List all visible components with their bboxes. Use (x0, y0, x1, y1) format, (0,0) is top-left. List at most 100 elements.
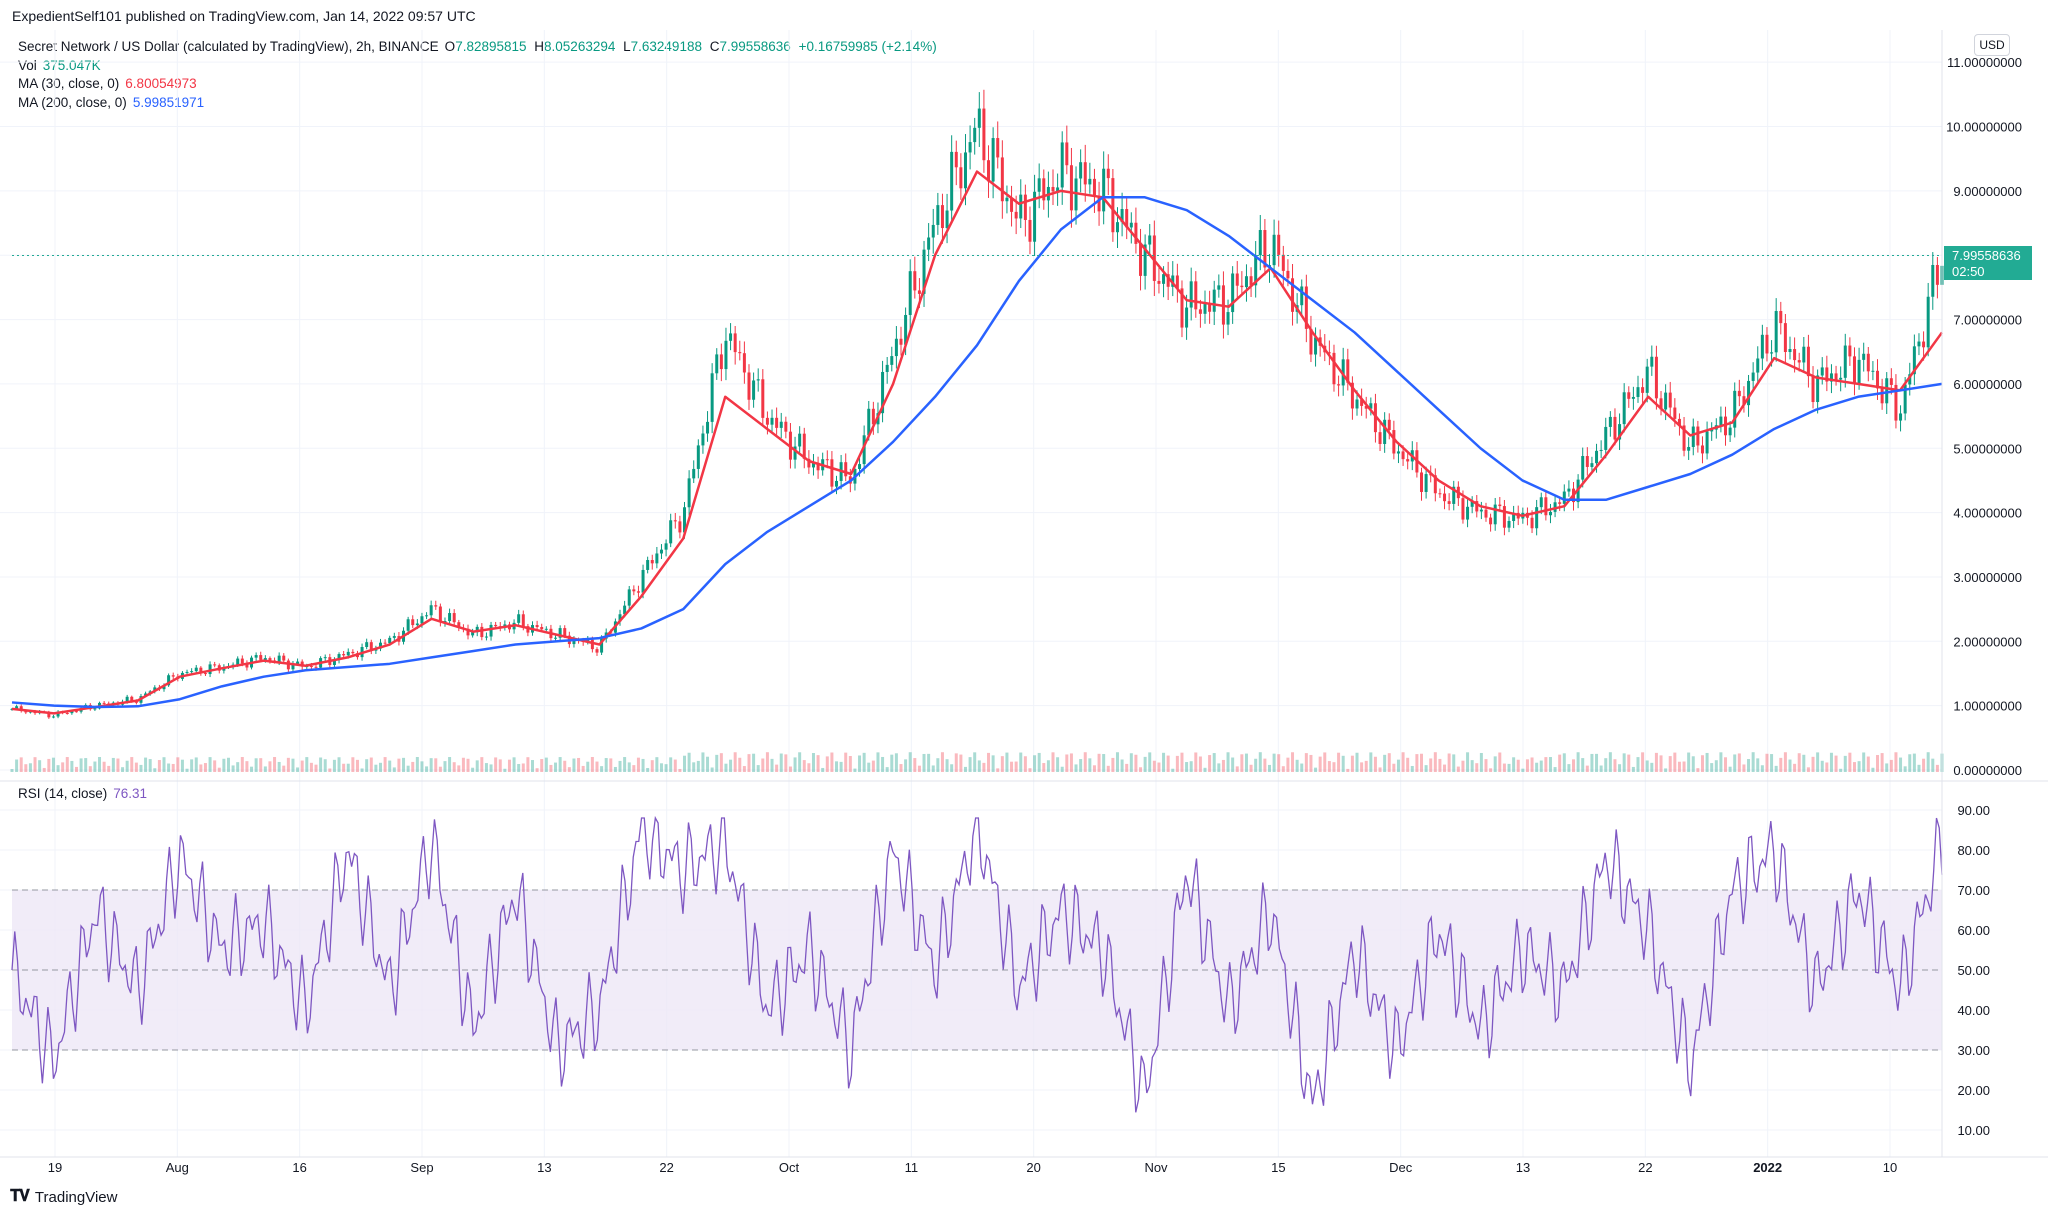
candle-body (51, 716, 55, 718)
volume-bar (632, 765, 636, 772)
candle-body (1281, 254, 1285, 271)
candle-body (715, 354, 719, 374)
price-tick-label: 10.00000000 (1946, 120, 2022, 135)
last-price-badge: 7.99558636 02:50 (1944, 245, 2032, 280)
tradingview-logo[interactable]: 𝐓𝐕 TradingView (10, 1188, 117, 1206)
volume-bar (609, 758, 613, 772)
time-tick-label: 19 (48, 1160, 62, 1175)
volume-bar (180, 759, 184, 772)
volume-bar (793, 757, 797, 772)
rsi-label[interactable]: RSI (14, close) (18, 786, 108, 801)
volume-bar (940, 752, 944, 772)
volume-bar (1687, 752, 1691, 772)
candle-body (802, 433, 806, 459)
candle-body (1613, 416, 1617, 440)
price-tick-label: 1.00000000 (1953, 699, 2022, 714)
candle-body (775, 417, 779, 428)
volume-bar (1295, 759, 1299, 772)
volume-bar (457, 765, 461, 772)
candle-body (263, 658, 267, 660)
volume-bar (1774, 765, 1778, 772)
volume-value: 375.047K (42, 57, 101, 73)
candle-body (535, 625, 539, 628)
volume-bar (397, 758, 401, 772)
candle-body (1604, 426, 1608, 450)
volume-bar (1373, 756, 1377, 772)
volume-label[interactable]: Vol (18, 57, 37, 73)
candle-body (1664, 392, 1668, 410)
volume-bar (862, 752, 866, 772)
candle-body (346, 651, 350, 656)
candle-body (236, 658, 240, 665)
volume-bar (1456, 766, 1460, 772)
currency-badge[interactable]: USD (1974, 34, 2010, 56)
candle-body (673, 520, 677, 522)
volume-bar (931, 765, 935, 772)
volume-bar (683, 755, 687, 772)
candle-body (1608, 416, 1612, 427)
volume-bar (531, 760, 535, 772)
volume-bar (871, 760, 875, 772)
ma30-label[interactable]: MA (30, close, 0) (18, 76, 120, 91)
candle-body (765, 417, 769, 425)
candle-body (1673, 407, 1677, 419)
volume-bar (945, 759, 949, 772)
candle-body (213, 664, 217, 666)
volume-bar (388, 760, 392, 772)
volume-bar (1226, 752, 1230, 772)
candle-body (1392, 430, 1396, 454)
candle-body (466, 628, 470, 636)
symbol-title[interactable]: Secret Network / US Dollar (calculated b… (18, 39, 439, 54)
candle-body (1286, 270, 1290, 279)
candle-body (664, 543, 668, 550)
candle-body (392, 636, 396, 638)
time-tick-label: 11 (905, 1160, 919, 1175)
candle-body (1023, 194, 1027, 220)
volume-bar (415, 757, 419, 772)
candle-body (867, 408, 871, 436)
candle-body (996, 138, 1000, 158)
volume-bar (42, 767, 46, 772)
volume-bar (337, 757, 341, 772)
candle-body (729, 333, 733, 341)
candle-body (959, 167, 963, 189)
time-tick-label: 2022 (1753, 1160, 1782, 1175)
volume-bar (765, 752, 769, 772)
candle-body (47, 712, 51, 718)
price-tick-label: 6.00000000 (1953, 377, 2022, 392)
candle-body (1654, 356, 1658, 399)
volume-bar (1129, 753, 1133, 772)
ma30-line (11, 170, 1944, 715)
ma200-line (11, 196, 1943, 709)
candle-body (1862, 353, 1866, 360)
candle-body (1825, 367, 1829, 382)
volume-bar (1760, 765, 1764, 772)
volume-bar (480, 757, 484, 772)
ma200-label[interactable]: MA (200, close, 0) (18, 94, 127, 110)
candle-body (1240, 285, 1244, 288)
volume-bar (360, 768, 364, 772)
candle-body (1848, 345, 1852, 357)
volume-bar (346, 763, 350, 772)
candle-body (254, 655, 258, 658)
candle-body (1166, 274, 1170, 287)
candle-body (1042, 178, 1046, 201)
candle-body (24, 710, 28, 713)
volume-bar (438, 766, 442, 772)
candle-body (830, 459, 834, 487)
volume-bar (1406, 757, 1410, 772)
volume-bar (1797, 753, 1801, 772)
volume-bar (1618, 764, 1622, 772)
candle-body (733, 333, 737, 353)
candle-body (1360, 399, 1364, 406)
candle-body (954, 151, 958, 168)
volume-bar (1788, 759, 1792, 772)
volume-bar (1636, 757, 1640, 772)
candle-body (1309, 328, 1313, 355)
candle-body (779, 421, 783, 428)
volume-bar (595, 761, 599, 772)
volume-bar (498, 759, 502, 772)
candle-body (572, 639, 576, 645)
volume-bar (1286, 757, 1290, 772)
